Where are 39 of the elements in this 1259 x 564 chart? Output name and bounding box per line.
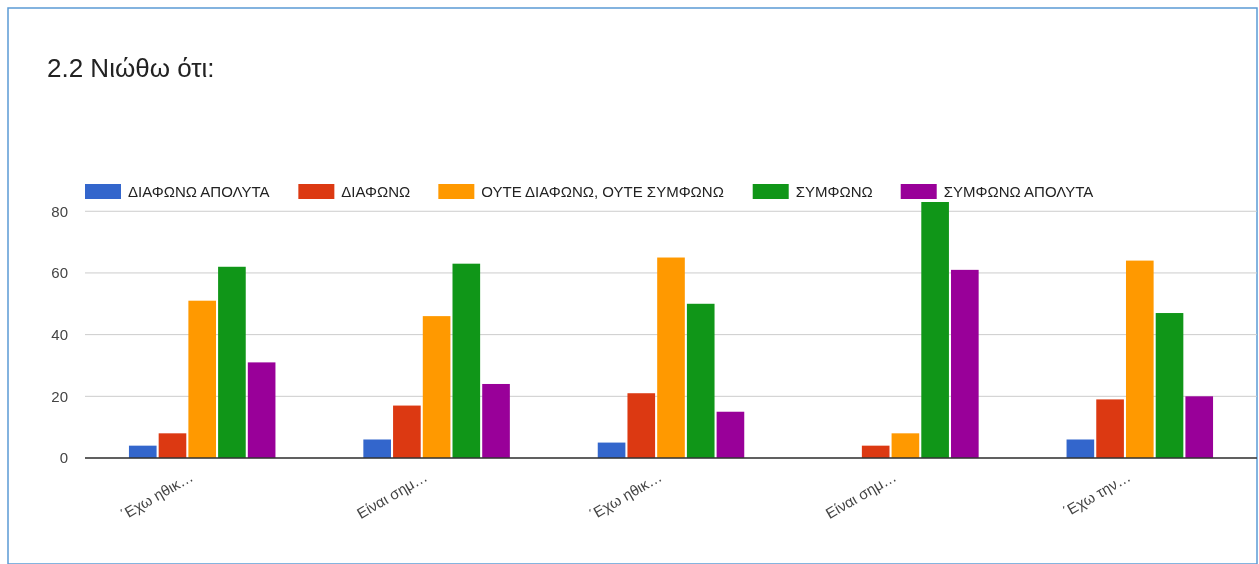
bar: [686, 303, 715, 458]
legend-label: ΔΙΑΦΩΝΩ: [341, 183, 411, 201]
bar: [393, 405, 421, 458]
x-tick-label: Είναι σημ…: [822, 467, 899, 522]
bar: [1066, 439, 1095, 458]
x-tick-label: Είναι σημ…: [353, 467, 431, 522]
bar: [1096, 399, 1124, 458]
x-tick-label: ΄Εχω ηθικ…: [585, 467, 665, 524]
bar: [951, 269, 979, 458]
bar: [482, 383, 510, 458]
bar: [188, 300, 217, 458]
chart-title: 2.2 Νιώθω ότι:: [47, 53, 215, 83]
bar: [657, 257, 685, 458]
bar: [422, 316, 451, 458]
bar: [363, 439, 391, 458]
bar: [891, 433, 920, 458]
bar: [128, 445, 157, 458]
legend-label: ΣΥΜΦΩΝΩ ΑΠΟΛΥΤΑ: [943, 183, 1094, 201]
y-tick-label: 20: [51, 387, 68, 405]
bar: [1185, 396, 1214, 458]
bar: [218, 266, 246, 458]
y-tick-label: 40: [51, 325, 68, 343]
bar: [716, 411, 745, 458]
bar: [921, 202, 949, 458]
bar: [247, 362, 276, 458]
y-tick-label: 80: [51, 202, 68, 220]
x-tick-label: ΄Εχω ηθικ…: [117, 467, 196, 524]
legend-label: ΔΙΑΦΩΝΩ ΑΠΟΛΥΤΑ: [128, 183, 270, 201]
y-tick-label: 60: [51, 264, 68, 282]
x-tick-label: ΄Εχω την…: [1059, 467, 1134, 521]
bar: [158, 433, 187, 458]
bar: [861, 445, 890, 458]
bar: [627, 393, 656, 458]
legend-label: ΟΥΤΕ ΔΙΑΦΩΝΩ, ΟΥΤΕ ΣΥΜΦΩΝΩ: [481, 183, 724, 201]
legend-label: ΣΥΜΦΩΝΩ: [795, 183, 873, 201]
bar: [1125, 260, 1154, 458]
y-tick-label: 0: [59, 449, 68, 467]
bar: [452, 263, 481, 458]
bar: [1155, 313, 1184, 458]
